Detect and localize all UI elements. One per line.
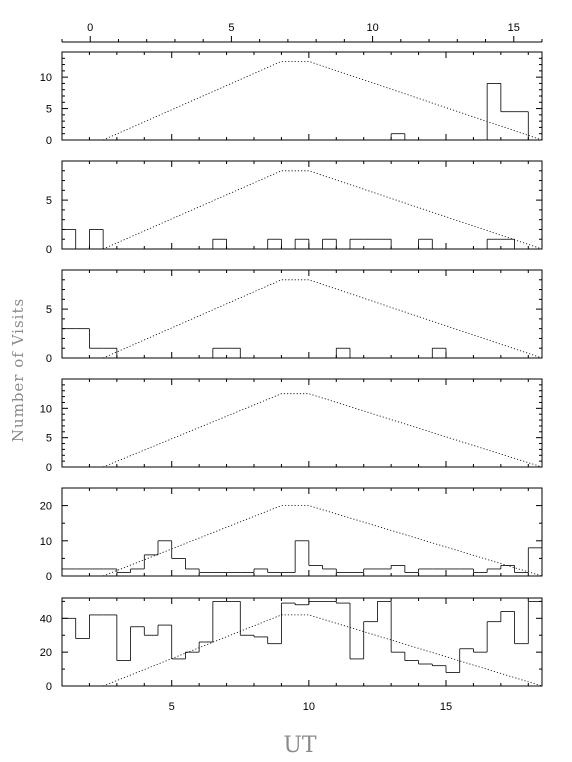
histogram-panel: 0 20 40: [40, 597, 543, 693]
histogram-panel: 0 5 10: [40, 51, 543, 147]
envelope-curve: [102, 279, 543, 359]
y-tick-label: 10: [40, 403, 52, 415]
y-tick-label: 20: [40, 501, 52, 513]
top-axis-tick-label: 10: [366, 22, 378, 34]
top-axis-tick-label: 15: [508, 22, 520, 34]
panel-frame: [61, 378, 543, 468]
y-tick-label: 5: [46, 304, 52, 316]
y-axis-title: Number of Visits: [9, 298, 27, 442]
x-tick-label: 15: [440, 701, 452, 713]
y-tick-label: 20: [40, 647, 52, 659]
y-tick-label: 0: [46, 244, 52, 256]
y-tick-label: 5: [46, 433, 52, 445]
y-tick-label: 0: [46, 353, 52, 365]
y-tick-label: 10: [40, 536, 52, 548]
top-axis-tick-label: 0: [87, 22, 93, 34]
bottom-axis: 5 10 15: [169, 701, 452, 713]
panel-frame: [61, 487, 543, 577]
y-tick-label: 0: [46, 571, 52, 583]
envelope-curve: [102, 393, 543, 468]
y-tick-label: 0: [46, 681, 52, 693]
y-tick-label: 0: [46, 462, 52, 474]
panel-frame: [61, 51, 543, 141]
y-tick-label: 5: [46, 195, 52, 207]
y-tick-label: 5: [46, 104, 52, 116]
y-tick-label: 10: [40, 72, 52, 84]
envelope-curve: [102, 61, 543, 141]
panel-frame: [61, 597, 543, 687]
envelope-curve: [102, 614, 543, 687]
histogram-panel: 0 5 10: [40, 378, 543, 474]
y-tick-label: 40: [40, 613, 52, 625]
x-tick-label: 10: [303, 701, 315, 713]
panel-frame: [61, 160, 543, 250]
envelope-curve: [102, 170, 543, 250]
x-axis-title: UT: [283, 733, 317, 758]
histogram-panel: 05: [46, 160, 543, 256]
panel-frame: [61, 269, 543, 359]
histogram-panel: 05: [46, 269, 543, 365]
y-tick-label: 0: [46, 135, 52, 147]
envelope-curve: [102, 505, 543, 577]
top-axis: 0 5 10 15: [61, 22, 543, 43]
histogram-panel: 0 10 20: [40, 487, 543, 583]
x-tick-label: 5: [169, 701, 175, 713]
top-axis-tick-label: 5: [228, 22, 234, 34]
